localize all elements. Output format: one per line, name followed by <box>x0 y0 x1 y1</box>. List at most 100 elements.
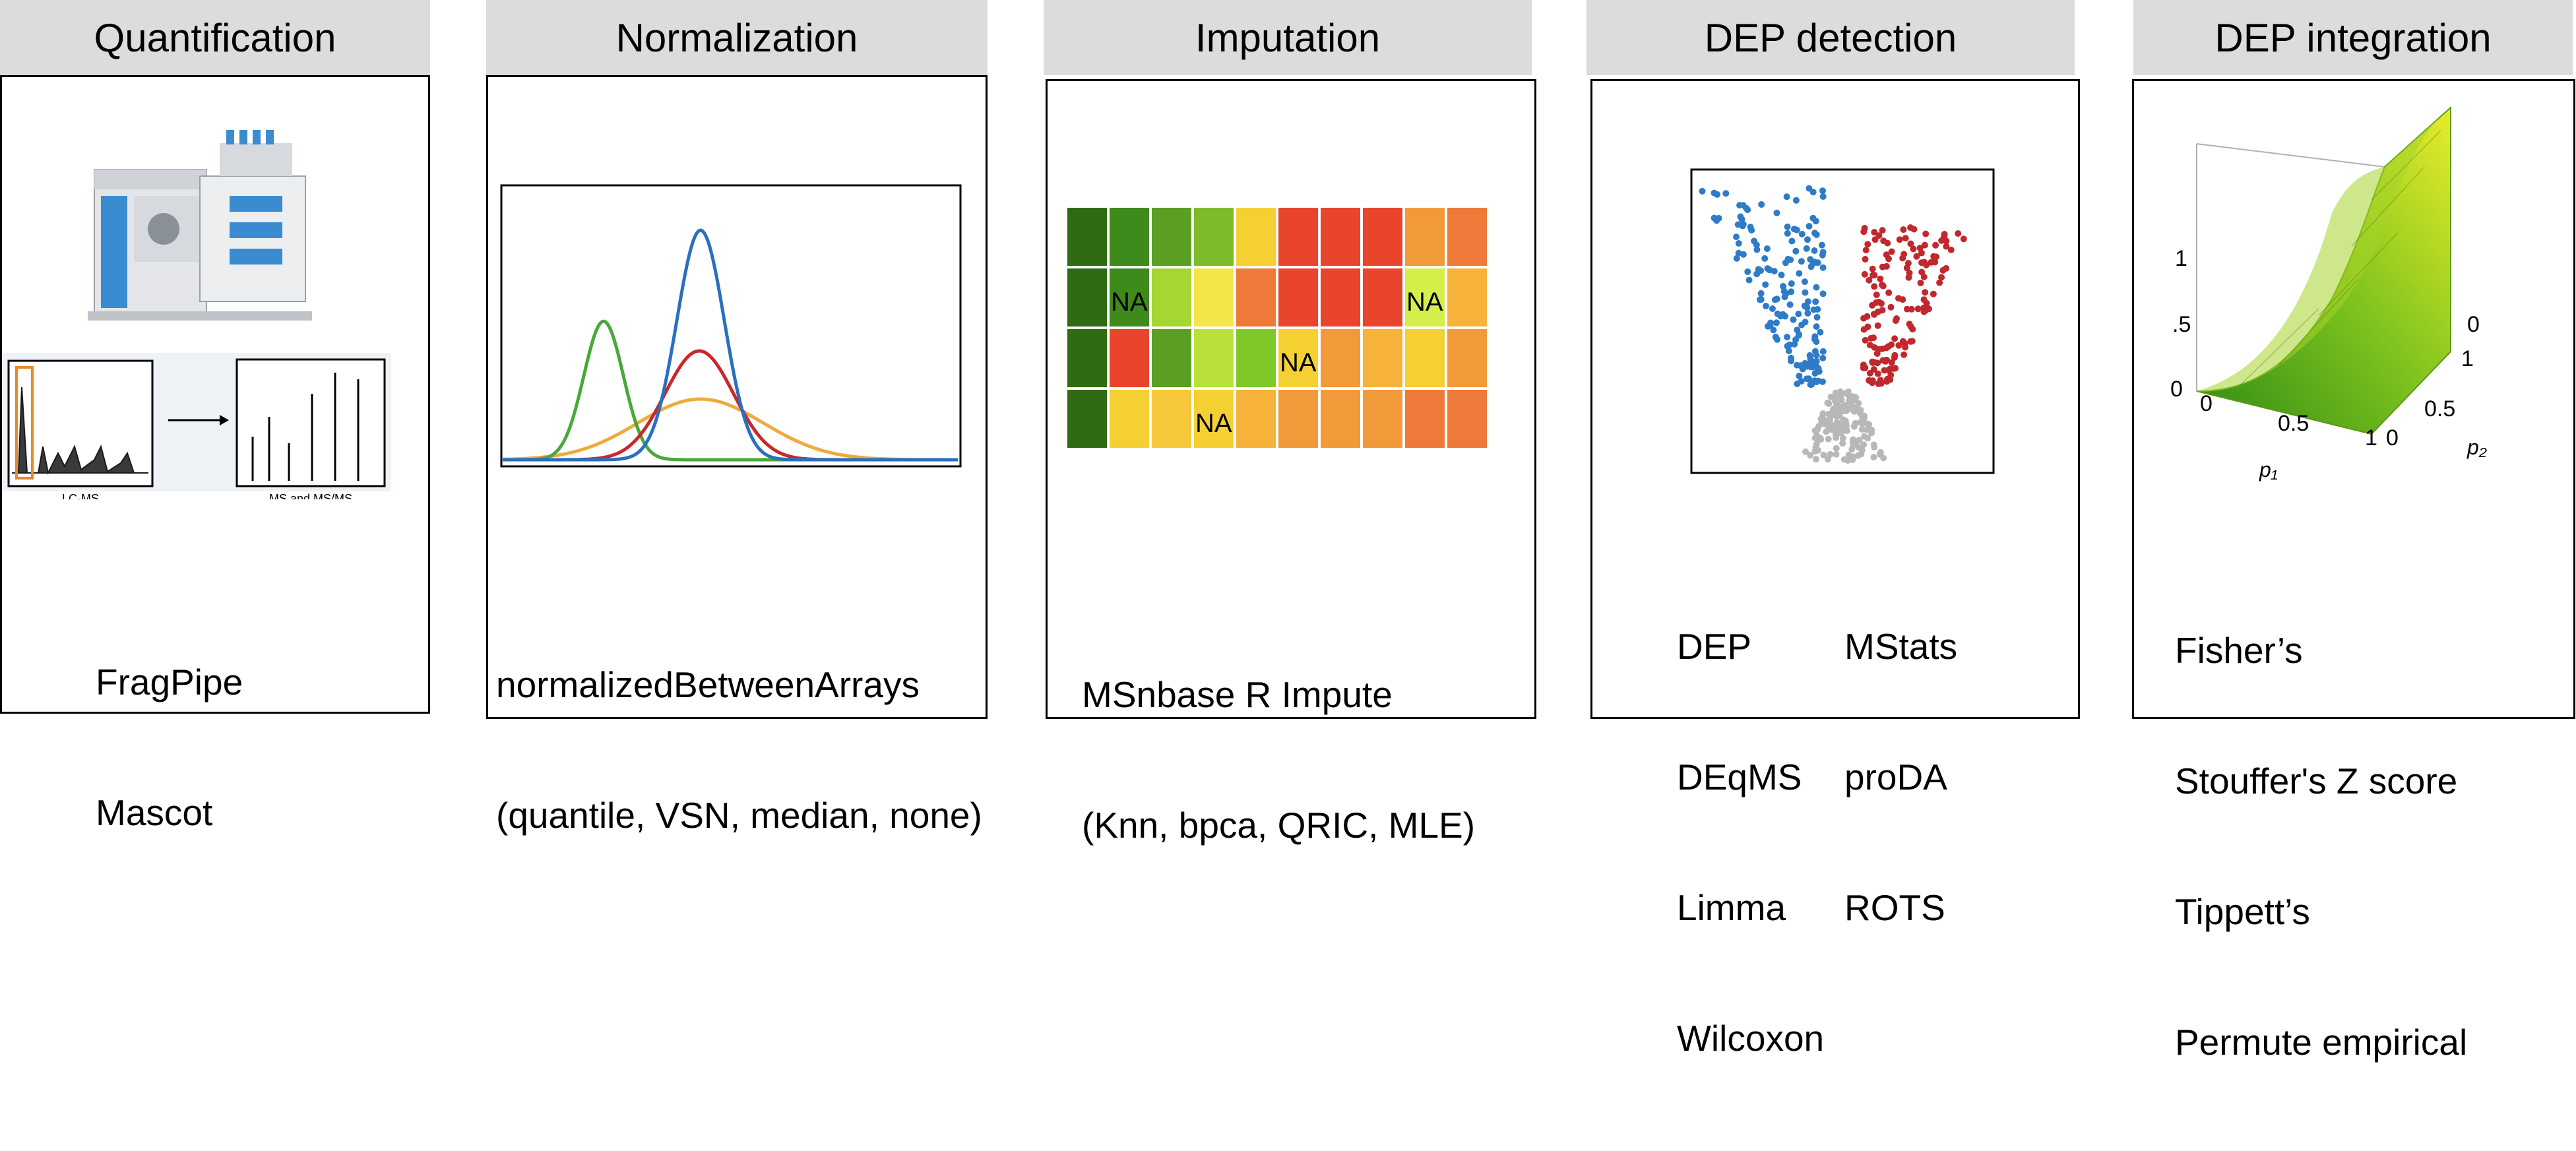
lcms-label: LC-MS <box>62 492 99 499</box>
volcano-point <box>1811 348 1819 355</box>
volcano-point <box>1879 263 1886 270</box>
volcano-point <box>1842 420 1850 427</box>
volcano-point <box>1809 189 1817 196</box>
heatmap-cell <box>1194 390 1234 448</box>
volcano-point <box>1795 311 1802 317</box>
volcano-point <box>1910 226 1918 233</box>
volcano-point <box>1790 226 1798 233</box>
volcano-point <box>1892 317 1899 325</box>
volcano-point <box>1875 232 1883 239</box>
volcano-point <box>1861 433 1868 440</box>
volcano-point <box>1739 222 1746 230</box>
volcano-point <box>1840 456 1848 463</box>
volcano-point <box>1899 296 1906 303</box>
volcano-point <box>1932 241 1939 249</box>
volcano-point <box>1747 224 1754 231</box>
panel-dep-integration: 1 .5 0 0 0.5 1 0 0.5 1 0 p₁ p₂ Fisher’s … <box>2132 79 2575 1063</box>
volcano-point <box>1715 214 1722 222</box>
volcano-point <box>1813 314 1821 321</box>
volcano-point <box>1744 268 1751 275</box>
curve-blue <box>503 228 958 462</box>
volcano-point <box>1792 247 1800 255</box>
volcano-point <box>1885 367 1892 374</box>
volcano-point <box>1740 251 1747 258</box>
volcano-point <box>1817 328 1824 336</box>
p1-axis-label: p₁ <box>2259 458 2278 482</box>
volcano-point <box>1939 266 1947 274</box>
tool-line: Mascot <box>96 792 213 833</box>
volcano-point <box>1738 216 1745 223</box>
volcano-point <box>1817 436 1825 443</box>
heatmap-cell <box>1321 390 1360 448</box>
quantification-tools: FragPipe Mascot <box>96 573 243 921</box>
volcano-point <box>1873 350 1881 357</box>
volcano-point <box>1947 246 1955 253</box>
heatmap-cell <box>1447 329 1487 387</box>
volcano-point <box>1811 333 1819 340</box>
volcano-point <box>1796 373 1803 379</box>
volcano-point <box>1885 255 1892 263</box>
volcano-point <box>1869 301 1876 309</box>
volcano-point <box>1907 240 1914 247</box>
volcano-point <box>1779 311 1786 318</box>
ms-spectrum-box <box>236 358 386 487</box>
heatmap-cell <box>1067 390 1107 448</box>
volcano-point <box>1804 236 1811 243</box>
volcano-point <box>1892 365 1899 372</box>
heatmap-cell <box>1236 208 1276 266</box>
volcano-point <box>1794 380 1801 387</box>
volcano-point <box>1762 281 1769 288</box>
heatmap-cell <box>1152 268 1191 327</box>
volcano-point <box>1902 344 1909 351</box>
volcano-point <box>1833 412 1840 418</box>
volcano-point <box>1870 454 1877 461</box>
p2-axis-label: p₂ <box>2466 435 2487 459</box>
heatmap-cell <box>1152 329 1191 387</box>
volcano-point <box>1804 309 1811 317</box>
volcano-point <box>1736 202 1744 209</box>
heatmap-cell <box>1447 268 1487 327</box>
volcano-point <box>1833 431 1839 438</box>
volcano-point <box>1699 187 1706 195</box>
volcano-point <box>1868 429 1875 437</box>
volcano-point <box>1813 284 1820 291</box>
header-normalization: Normalization <box>486 0 988 75</box>
volcano-point <box>1780 283 1786 290</box>
volcano-point <box>1798 230 1806 237</box>
header-dep-detection: DEP detection <box>1586 0 2075 75</box>
volcano-point <box>1901 251 1908 258</box>
heatmap-cell <box>1321 329 1360 387</box>
surface-plot: 1 .5 0 0 0.5 1 0 0.5 1 0 p₁ p₂ <box>2170 106 2487 482</box>
header-imputation: Imputation <box>1044 0 1532 75</box>
volcano-point <box>1756 296 1763 303</box>
volcano-point <box>1763 303 1769 309</box>
volcano-point <box>1888 341 1895 348</box>
volcano-point <box>1810 306 1817 313</box>
volcano-point <box>1895 342 1902 349</box>
volcano-point <box>1850 423 1858 430</box>
volcano-point <box>1773 209 1780 216</box>
heatmap-cell <box>1447 208 1487 266</box>
volcano-point <box>1813 456 1819 463</box>
volcano-point <box>1813 358 1820 365</box>
heatmap-cell <box>1110 329 1149 387</box>
volcano-point <box>1873 292 1880 298</box>
volcano-point <box>1813 426 1821 433</box>
volcano-point <box>1813 338 1820 345</box>
volcano-point <box>1874 308 1881 315</box>
volcano-point <box>1767 319 1774 327</box>
heatmap-cell <box>1194 329 1234 387</box>
heatmap-cell <box>1110 208 1149 266</box>
heatmap-cell <box>1278 329 1318 387</box>
volcano-point <box>1784 230 1791 237</box>
volcano-point <box>1921 241 1928 249</box>
volcano-point <box>1824 399 1831 406</box>
volcano-point <box>1735 240 1742 247</box>
imputation-heatmap: NA NA NA NA <box>1067 208 1487 448</box>
tool-line: DEqMS <box>1677 757 1802 797</box>
volcano-point <box>1930 253 1937 260</box>
volcano-point <box>1733 233 1740 241</box>
volcano-point <box>1802 289 1809 296</box>
volcano-point <box>1819 290 1827 297</box>
volcano-point <box>1860 412 1868 420</box>
